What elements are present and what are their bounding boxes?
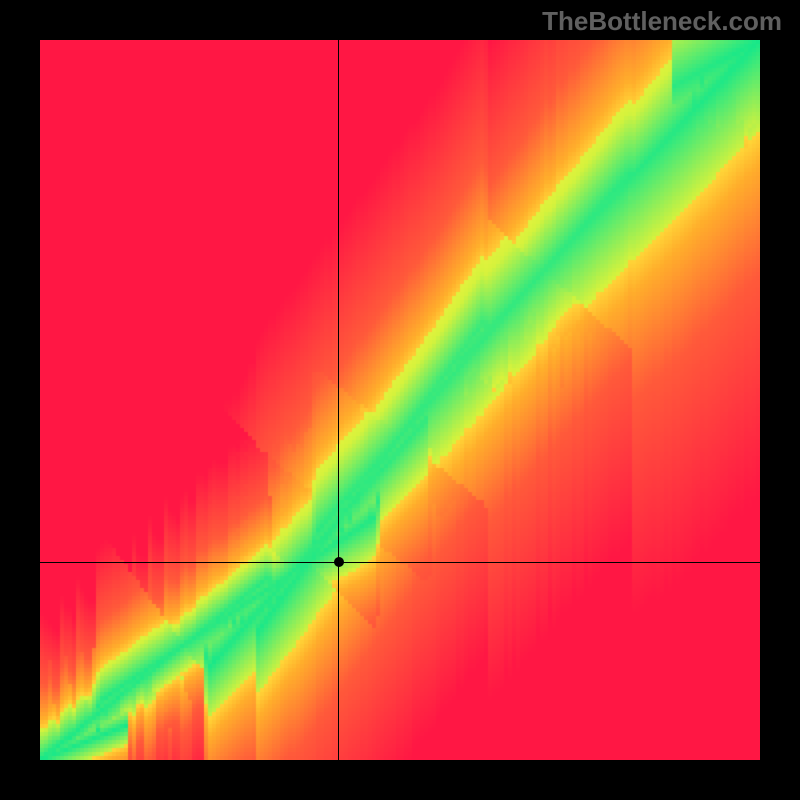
heatmap-canvas	[40, 40, 760, 760]
heatmap-plot	[40, 40, 760, 760]
crosshair-vertical	[338, 40, 339, 760]
crosshair-horizontal	[40, 562, 760, 563]
crosshair-marker	[334, 557, 344, 567]
watermark-text: TheBottleneck.com	[542, 6, 782, 37]
